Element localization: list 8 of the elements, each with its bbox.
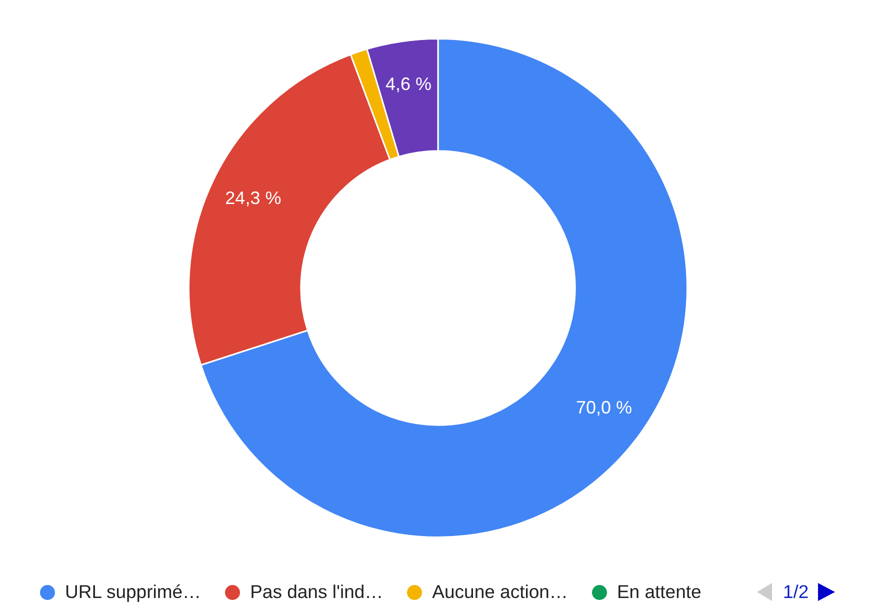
- legend-label: Pas dans l'ind…: [250, 581, 384, 603]
- text: 1/2: [783, 581, 809, 603]
- data-label: 4,6 %: [385, 74, 432, 94]
- legend-label: En attente: [616, 581, 702, 603]
- data-label: 24,3 %: [225, 188, 282, 208]
- legend-label: URL supprimé…: [65, 581, 202, 603]
- legend-label: Aucune action…: [432, 581, 568, 603]
- data-label: 70,0 %: [576, 398, 632, 418]
